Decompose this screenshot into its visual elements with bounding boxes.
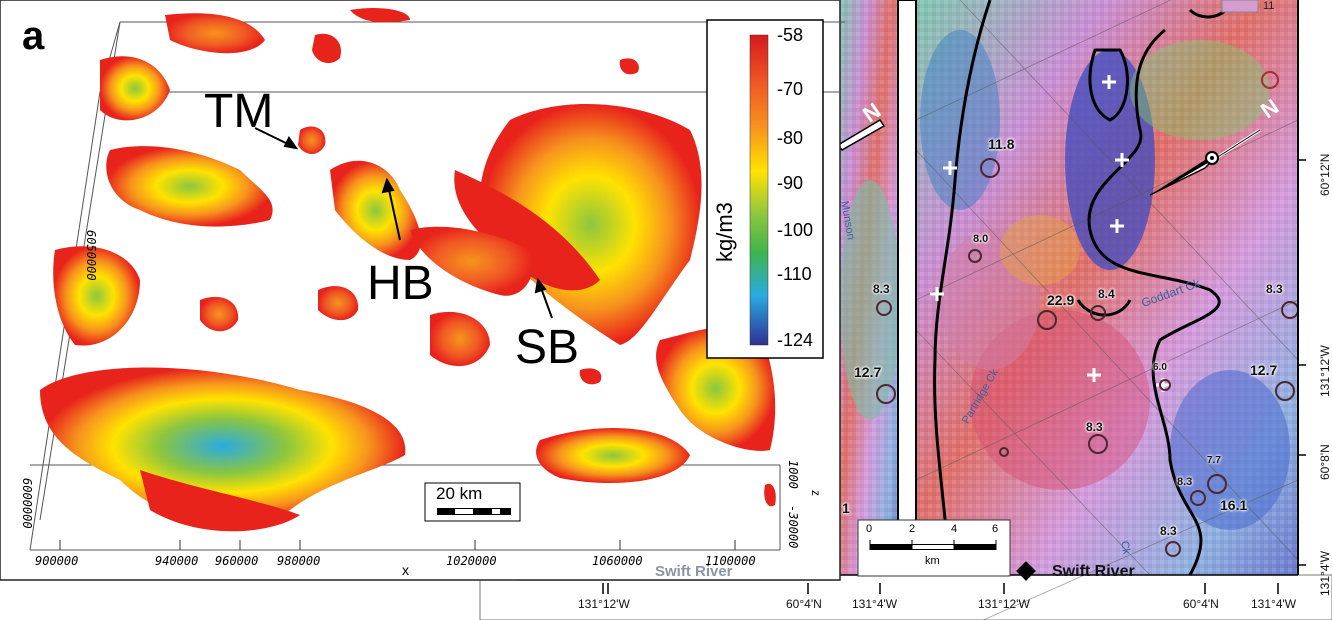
x-tick: 980000 bbox=[277, 554, 321, 568]
z-axis-label: z bbox=[809, 490, 823, 496]
map-value: 12.7 bbox=[1250, 362, 1278, 378]
colorbar bbox=[706, 19, 824, 359]
colorbar-tick: -80 bbox=[777, 128, 804, 148]
lon-tick: 60°4'N bbox=[786, 597, 822, 611]
lat-tick: 131°12'W bbox=[1318, 345, 1332, 397]
colorbar-unit: kg/m3 bbox=[712, 202, 737, 262]
map-value: 7.7 bbox=[1207, 455, 1221, 466]
panel-label: a bbox=[22, 14, 45, 58]
lat-tick: 60°12'N bbox=[1318, 153, 1332, 196]
creek-label: Ck bbox=[1118, 540, 1133, 556]
map-value: 22.9 bbox=[1047, 292, 1075, 308]
colorbar-tick: -70 bbox=[777, 79, 804, 99]
scale-tick: 0 bbox=[866, 523, 873, 535]
lon-tick: 131°4'W bbox=[852, 597, 898, 611]
z-tick: 1000 bbox=[786, 460, 800, 489]
legend-swatch bbox=[1221, 0, 1259, 13]
map-value: 8.3 bbox=[1266, 282, 1283, 296]
density-model-panel bbox=[0, 0, 845, 581]
lat-tick: 60°8'N bbox=[1318, 444, 1332, 480]
x-tick: 1060000 bbox=[592, 554, 643, 568]
x-axis-label: x bbox=[402, 562, 409, 578]
x-tick: 940000 bbox=[155, 554, 199, 568]
colorbar-tick: -90 bbox=[777, 173, 804, 193]
scale-tick: 2 bbox=[909, 523, 916, 535]
map-value: 8.0 bbox=[973, 233, 989, 245]
legend-entry: 11 bbox=[1263, 0, 1275, 12]
feature-label-sb: SB bbox=[515, 321, 580, 374]
gravity-map-panel bbox=[479, 0, 1332, 620]
scale-tick: 4 bbox=[951, 523, 958, 535]
x-tick: 1100000 bbox=[705, 554, 756, 568]
lon-tick: 131°12'W bbox=[978, 597, 1030, 611]
x-tick: 1020000 bbox=[446, 554, 497, 568]
map-value: 8.3 bbox=[1160, 524, 1177, 538]
colorbar-tick: -124 bbox=[777, 330, 814, 350]
map-value: 8.3 bbox=[1086, 420, 1103, 434]
map-value: 8.3 bbox=[1177, 476, 1193, 488]
scale-tick: 6 bbox=[992, 523, 999, 535]
scale-bar-label: 20 km bbox=[436, 484, 483, 503]
map-value: 16.1 bbox=[1220, 497, 1248, 513]
place-marker-icon bbox=[1016, 561, 1036, 581]
x-tick: 900000 bbox=[35, 554, 79, 568]
place-label: Swift River bbox=[1052, 563, 1135, 580]
y-tick: 6050000 bbox=[84, 230, 98, 281]
lon-tick: 60°4'N bbox=[1183, 597, 1219, 611]
colorbar-tick: -100 bbox=[777, 220, 814, 240]
density-anomaly-bodies bbox=[40, 8, 776, 532]
z-tick: -30000 bbox=[786, 505, 800, 549]
map-value: 11.8 bbox=[988, 136, 1015, 152]
map-value: 12.7 bbox=[854, 364, 882, 380]
place-label-faded: Swift River bbox=[655, 563, 733, 580]
map-value: 1 bbox=[842, 500, 850, 516]
y-tick: 6000000 bbox=[20, 478, 34, 529]
feature-label-hb: HB bbox=[367, 257, 434, 310]
feature-label-tm: TM bbox=[204, 85, 274, 138]
colorbar-tick: -110 bbox=[777, 264, 812, 284]
lat-tick: 131°4'W bbox=[1318, 550, 1332, 596]
map-value: 8.3 bbox=[873, 282, 890, 296]
x-tick: 960000 bbox=[215, 554, 259, 568]
lon-tick: 131°4'W bbox=[1251, 597, 1297, 611]
panel-a-scale-bar bbox=[424, 482, 521, 522]
map-scale-bar bbox=[857, 519, 1011, 577]
map-value: 8.4 bbox=[1098, 287, 1115, 301]
north-arrow-icon bbox=[1149, 128, 1261, 196]
scale-unit: km bbox=[925, 555, 940, 567]
map-value: 6.0 bbox=[1153, 362, 1167, 373]
colorbar-tick: -58 bbox=[777, 25, 804, 45]
lon-tick: 131°12'W bbox=[578, 597, 630, 611]
